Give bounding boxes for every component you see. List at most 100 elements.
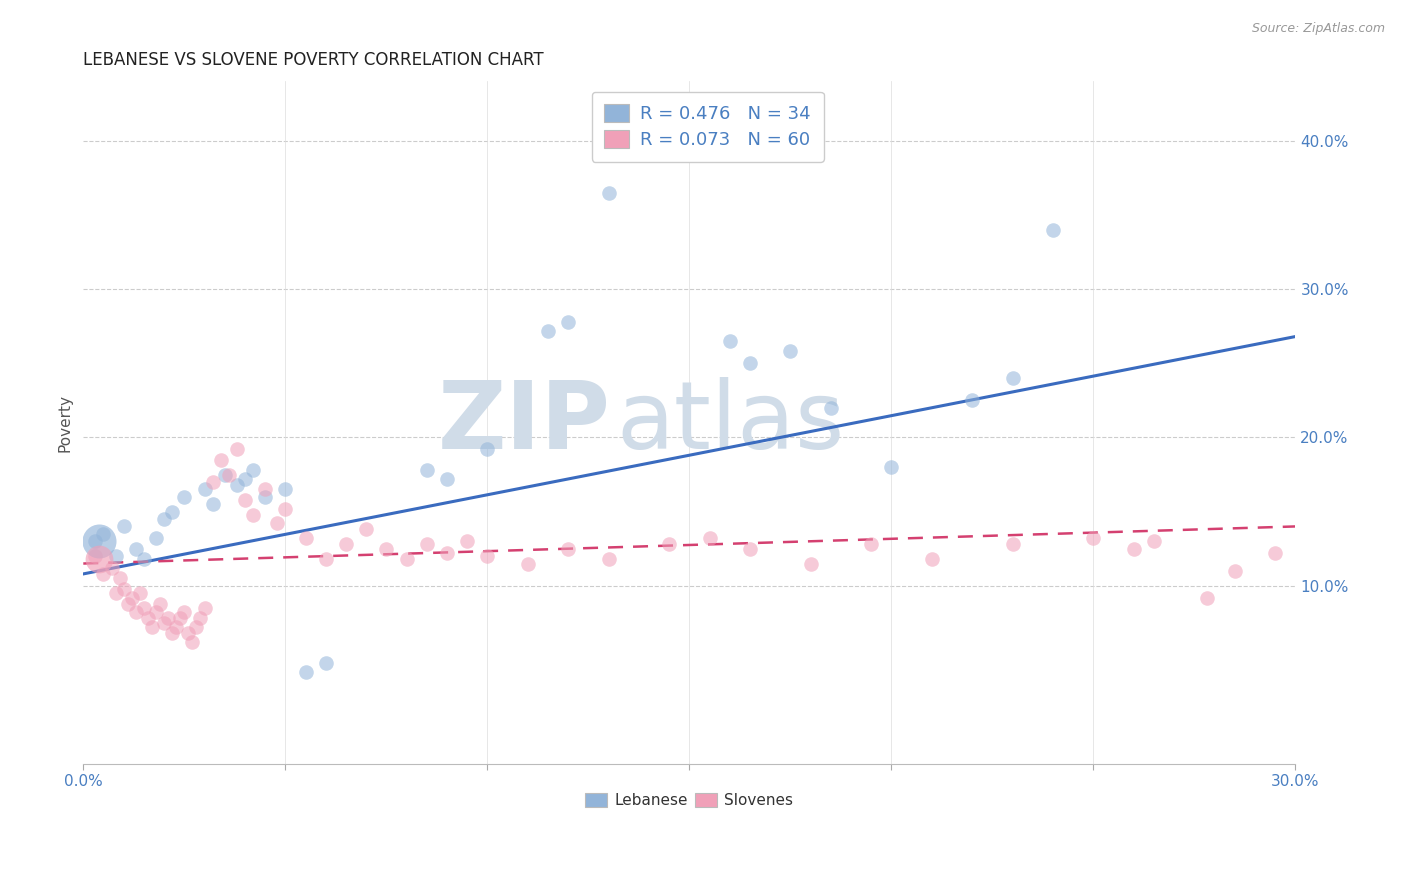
Point	[104, 549, 127, 563]
Point	[1042, 223, 1064, 237]
Point	[294, 665, 316, 679]
Point	[315, 656, 337, 670]
Point	[598, 186, 620, 200]
Point	[153, 512, 176, 526]
Point	[436, 472, 458, 486]
Point	[1083, 531, 1105, 545]
Point	[477, 549, 499, 563]
Point	[177, 626, 200, 640]
Point	[738, 356, 761, 370]
Point	[860, 537, 883, 551]
Point	[160, 626, 183, 640]
Point	[658, 537, 681, 551]
Point	[153, 615, 176, 630]
Point	[84, 549, 107, 563]
Point	[1001, 537, 1024, 551]
Point	[456, 534, 478, 549]
Point	[477, 442, 499, 457]
Legend: Lebanese, Slovenes: Lebanese, Slovenes	[579, 787, 800, 814]
Point	[557, 541, 579, 556]
Point	[354, 523, 377, 537]
Point	[738, 541, 761, 556]
Point	[1195, 591, 1218, 605]
Point	[1264, 546, 1286, 560]
Point	[537, 324, 560, 338]
Point	[108, 571, 131, 585]
Point	[254, 483, 277, 497]
Point	[193, 483, 215, 497]
Point	[201, 475, 224, 489]
Point	[89, 552, 111, 566]
Point	[335, 537, 357, 551]
Point	[294, 531, 316, 545]
Point	[242, 508, 264, 522]
Point	[315, 552, 337, 566]
Point	[141, 620, 163, 634]
Text: LEBANESE VS SLOVENE POVERTY CORRELATION CHART: LEBANESE VS SLOVENE POVERTY CORRELATION …	[83, 51, 544, 69]
Point	[112, 582, 135, 596]
Point	[218, 467, 240, 482]
Point	[136, 611, 159, 625]
Point	[132, 601, 155, 615]
Point	[160, 505, 183, 519]
Point	[128, 586, 150, 600]
Point	[699, 531, 721, 545]
Point	[121, 591, 143, 605]
Point	[557, 315, 579, 329]
Point	[1223, 564, 1246, 578]
Point	[214, 467, 236, 482]
Point	[880, 460, 903, 475]
Point	[225, 478, 247, 492]
Point	[209, 452, 232, 467]
Point	[93, 526, 115, 541]
Point	[125, 606, 148, 620]
Point	[921, 552, 943, 566]
Point	[104, 586, 127, 600]
Point	[112, 519, 135, 533]
Point	[266, 516, 288, 531]
Point	[1001, 371, 1024, 385]
Point	[1122, 541, 1144, 556]
Point	[436, 546, 458, 560]
Point	[89, 534, 111, 549]
Point	[960, 393, 983, 408]
Point	[233, 472, 256, 486]
Text: Source: ZipAtlas.com: Source: ZipAtlas.com	[1251, 22, 1385, 36]
Text: atlas: atlas	[617, 376, 845, 468]
Point	[157, 611, 180, 625]
Point	[190, 611, 212, 625]
Point	[93, 566, 115, 581]
Point	[1143, 534, 1166, 549]
Point	[145, 531, 167, 545]
Point	[242, 463, 264, 477]
Point	[181, 635, 204, 649]
Point	[225, 442, 247, 457]
Point	[173, 606, 195, 620]
Text: ZIP: ZIP	[437, 376, 610, 468]
Point	[201, 497, 224, 511]
Point	[173, 490, 195, 504]
Point	[193, 601, 215, 615]
Point	[274, 483, 297, 497]
Y-axis label: Poverty: Poverty	[58, 393, 72, 451]
Point	[125, 541, 148, 556]
Point	[395, 552, 418, 566]
Point	[186, 620, 208, 634]
Point	[145, 606, 167, 620]
Point	[149, 597, 172, 611]
Point	[779, 344, 801, 359]
Point	[598, 552, 620, 566]
Point	[165, 620, 187, 634]
Point	[254, 490, 277, 504]
Point	[169, 611, 191, 625]
Point	[132, 552, 155, 566]
Point	[84, 534, 107, 549]
Point	[718, 334, 741, 348]
Point	[416, 463, 439, 477]
Point	[416, 537, 439, 551]
Point	[800, 557, 823, 571]
Point	[375, 541, 398, 556]
Point	[820, 401, 842, 415]
Point	[233, 492, 256, 507]
Point	[117, 597, 139, 611]
